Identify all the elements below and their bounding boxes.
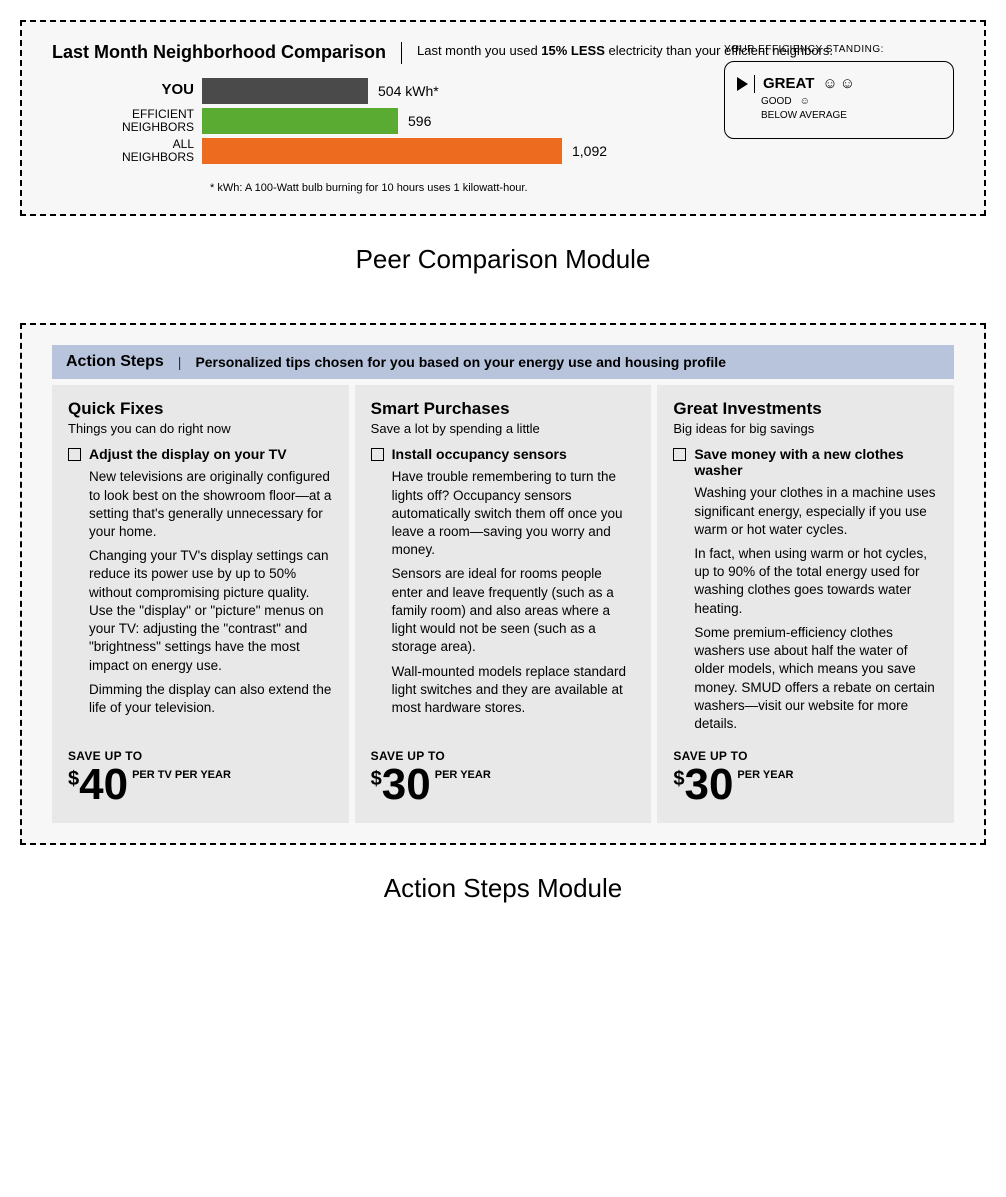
- smiley-icon: ☺: [800, 96, 812, 107]
- as-col-subtitle: Things you can do right now: [68, 421, 333, 436]
- as-save-block: SAVE UP TO$30PER YEAR: [371, 733, 636, 807]
- pc-body: YOU 504 kWh* EFFICIENTNEIGHBORS 596 ALLNEIGH…: [52, 74, 954, 169]
- as-col-title: Great Investments: [673, 399, 938, 419]
- as-col-subtitle: Save a lot by spending a little: [371, 421, 636, 436]
- as-tip-title: Install occupancy sensors: [392, 446, 567, 462]
- pc-caption: Peer Comparison Module: [20, 244, 986, 275]
- as-unit: PER YEAR: [737, 769, 793, 781]
- as-save-line: $40 PER TV PER YEAR: [68, 763, 333, 807]
- pc-row: ALLNEIGHBORS 1,092: [52, 138, 704, 164]
- pc-value: 1,092: [562, 143, 607, 159]
- standing-label: GOOD: [761, 96, 792, 107]
- as-tip: Save money with a new clothes washer: [673, 446, 938, 478]
- as-paragraph: Wall-mounted models replace standard lig…: [392, 663, 636, 718]
- as-paragraph: Some premium-efficiency clothes washers …: [694, 624, 938, 733]
- pc-row-label: ALLNEIGHBORS: [52, 138, 202, 164]
- pc-chart: YOU 504 kWh* EFFICIENTNEIGHBORS 596 ALLNEIGH…: [52, 74, 704, 169]
- standing-label: GREAT: [763, 75, 814, 92]
- as-columns: Quick Fixes Things you can do right now Ad…: [52, 385, 954, 823]
- dollar-sign: $: [68, 769, 79, 789]
- pc-row-label: YOU: [52, 82, 202, 99]
- as-amount: 40: [79, 763, 128, 807]
- pc-standing-box: GREAT ☺☺ GOOD ☺ BELOW AVERAGE: [724, 61, 954, 139]
- as-paragraph: In fact, when using warm or hot cycles, …: [694, 545, 938, 618]
- as-tip: Install occupancy sensors: [371, 446, 636, 462]
- as-header-sep: |: [178, 354, 182, 370]
- pc-bar: [202, 138, 562, 164]
- pc-bar: [202, 78, 368, 104]
- as-column: Quick Fixes Things you can do right now Ad…: [52, 385, 349, 823]
- standing-level: GREAT ☺☺: [737, 75, 941, 93]
- standing-level: BELOW AVERAGE: [737, 110, 941, 121]
- as-tip: Adjust the display on your TV: [68, 446, 333, 462]
- as-save-block: SAVE UP TO$40PER TV PER YEAR: [68, 733, 333, 807]
- as-header-sub: Personalized tips chosen for you based o…: [195, 354, 726, 370]
- play-icon: [737, 77, 748, 91]
- pc-summary-prefix: Last month you used: [417, 43, 541, 58]
- as-amount: 30: [382, 763, 431, 807]
- pc-bar-wrap: 504 kWh*: [202, 78, 704, 104]
- as-save-block: SAVE UP TO$30PER YEAR: [673, 733, 938, 807]
- as-save-line: $30 PER YEAR: [673, 763, 938, 807]
- checkbox-icon[interactable]: [68, 448, 81, 461]
- as-amount: 30: [684, 763, 733, 807]
- as-tip-title: Adjust the display on your TV: [89, 446, 287, 462]
- standing-label: BELOW AVERAGE: [761, 110, 847, 121]
- pc-bar-wrap: 1,092: [202, 138, 704, 164]
- dollar-sign: $: [673, 769, 684, 789]
- peer-comparison-module: Last Month Neighborhood Comparison Last …: [20, 20, 986, 216]
- as-col-title: Quick Fixes: [68, 399, 333, 419]
- divider: [754, 75, 755, 93]
- as-paragraph: Dimming the display can also extend the …: [89, 681, 333, 717]
- smiley-icon: ☺☺: [822, 75, 857, 92]
- as-header: Action Steps | Personalized tips chosen …: [52, 345, 954, 379]
- pc-footnote: * kWh: A 100-Watt bulb burning for 10 ho…: [210, 182, 954, 194]
- pc-summary-highlight: 15% LESS: [541, 43, 605, 58]
- as-caption: Action Steps Module: [20, 873, 986, 904]
- as-paragraph: Changing your TV's display settings can …: [89, 547, 333, 675]
- as-save-line: $30 PER YEAR: [371, 763, 636, 807]
- as-col-subtitle: Big ideas for big savings: [673, 421, 938, 436]
- pc-bar-wrap: 596: [202, 108, 704, 134]
- as-column: Great Investments Big ideas for big savin…: [657, 385, 954, 823]
- pc-bar: [202, 108, 398, 134]
- pc-title: Last Month Neighborhood Comparison: [52, 42, 402, 64]
- pc-standing-title: YOUR EFFICIENCY STANDING:: [724, 44, 954, 55]
- as-paragraph: New televisions are originally configure…: [89, 468, 333, 541]
- checkbox-icon[interactable]: [371, 448, 384, 461]
- as-paragraph: Have trouble remembering to turn the lig…: [392, 468, 636, 559]
- pc-value: 504 kWh*: [368, 83, 439, 99]
- pc-value: 596: [398, 113, 431, 129]
- standing-level: GOOD ☺: [737, 96, 941, 107]
- as-unit: PER TV PER YEAR: [132, 769, 231, 781]
- as-paragraph: Sensors are ideal for rooms people enter…: [392, 565, 636, 656]
- as-unit: PER YEAR: [435, 769, 491, 781]
- checkbox-icon[interactable]: [673, 448, 686, 461]
- action-steps-module: Action Steps | Personalized tips chosen …: [20, 323, 986, 845]
- pc-row: YOU 504 kWh*: [52, 78, 704, 104]
- pc-row-label: EFFICIENTNEIGHBORS: [52, 108, 202, 134]
- as-tip-title: Save money with a new clothes washer: [694, 446, 938, 478]
- as-col-title: Smart Purchases: [371, 399, 636, 419]
- as-column: Smart Purchases Save a lot by spending a …: [355, 385, 652, 823]
- as-paragraph: Washing your clothes in a machine uses s…: [694, 484, 938, 539]
- dollar-sign: $: [371, 769, 382, 789]
- pc-standing: YOUR EFFICIENCY STANDING: GREAT ☺☺ GOOD ☺ BE…: [724, 44, 954, 139]
- pc-row: EFFICIENTNEIGHBORS 596: [52, 108, 704, 134]
- as-header-title: Action Steps: [66, 353, 164, 371]
